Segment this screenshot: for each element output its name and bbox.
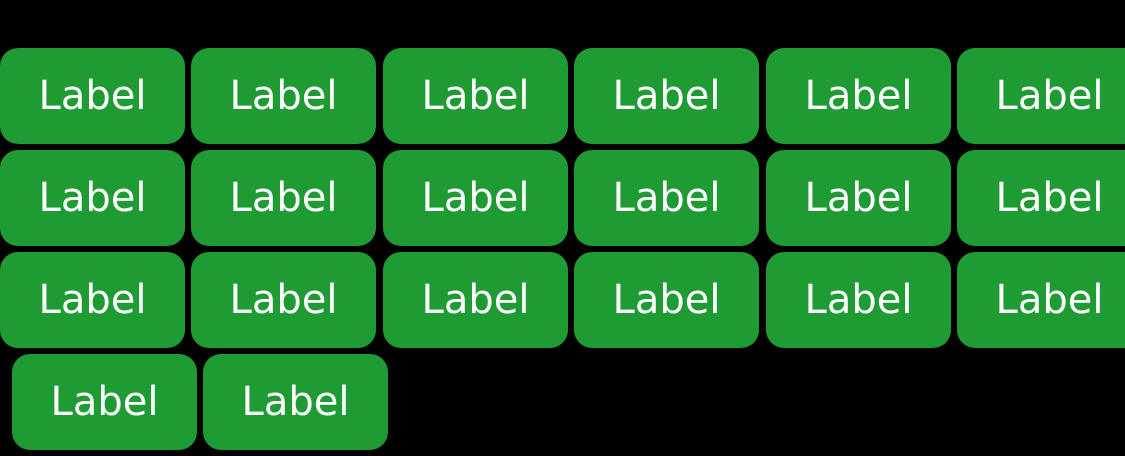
- label-chip-r4-c1[interactable]: Label: [12, 354, 197, 450]
- label-chip-r2-c3[interactable]: Label: [383, 150, 568, 246]
- label-chip-r1-c2[interactable]: Label: [191, 48, 376, 144]
- label-chip-r1-c1[interactable]: Label: [0, 48, 185, 144]
- label-chip-r3-c3[interactable]: Label: [383, 252, 568, 348]
- label-chip-r4-c2[interactable]: Label: [203, 354, 388, 450]
- label-chip-r2-c6[interactable]: Label: [957, 150, 1125, 246]
- label-chip-r1-c3[interactable]: Label: [383, 48, 568, 144]
- label-chip-r1-c6[interactable]: Label: [957, 48, 1125, 144]
- label-chip-r2-c5[interactable]: Label: [766, 150, 951, 246]
- label-chip-r1-c4[interactable]: Label: [574, 48, 759, 144]
- label-chip-r3-c2[interactable]: Label: [191, 252, 376, 348]
- label-chip-r3-c6[interactable]: Label: [957, 252, 1125, 348]
- label-chip-r3-c1[interactable]: Label: [0, 252, 185, 348]
- label-chip-r1-c5[interactable]: Label: [766, 48, 951, 144]
- label-chip-r2-c1[interactable]: Label: [0, 150, 185, 246]
- label-chip-r3-c4[interactable]: Label: [574, 252, 759, 348]
- label-chip-r2-c2[interactable]: Label: [191, 150, 376, 246]
- label-chip-r3-c5[interactable]: Label: [766, 252, 951, 348]
- label-chip-r2-c4[interactable]: Label: [574, 150, 759, 246]
